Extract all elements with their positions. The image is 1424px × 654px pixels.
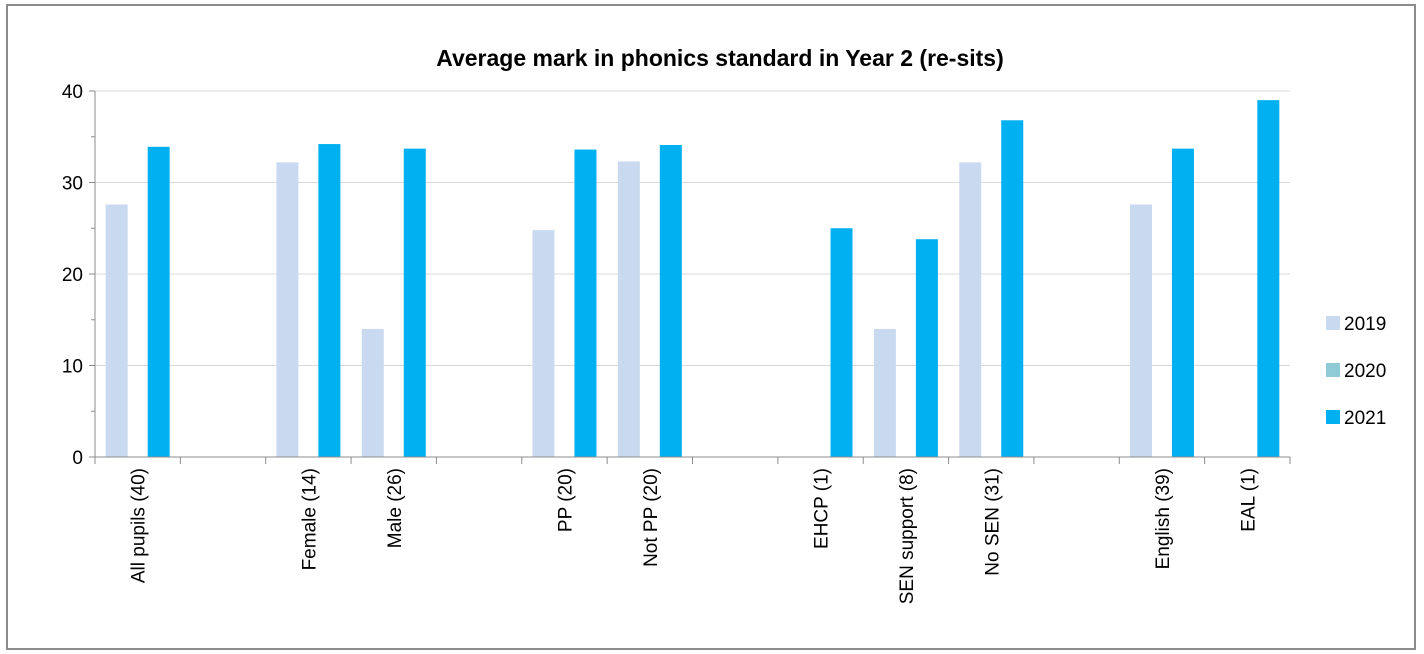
x-tick-label: PP (20) xyxy=(555,468,576,532)
x-tick-label: English (39) xyxy=(1153,468,1174,569)
bar-2021-8 xyxy=(830,228,853,457)
legend: 2019 2020 2021 xyxy=(1326,314,1386,429)
bar-2021-2 xyxy=(318,144,341,457)
bar-2021-9 xyxy=(915,239,938,457)
bar-2019-12 xyxy=(1129,204,1152,457)
bar-2021-13 xyxy=(1257,100,1280,458)
bar-2019-5 xyxy=(532,230,555,457)
x-tick-label: Female (14) xyxy=(299,468,320,570)
y-tick-label: 0 xyxy=(72,448,83,469)
legend-label-2021: 2021 xyxy=(1344,408,1386,429)
legend-label-2020: 2020 xyxy=(1344,361,1386,382)
bar-2019-6 xyxy=(617,161,640,457)
x-tick-labels: All pupils (40) Female (14) Male (26) PP (2… xyxy=(129,468,1260,604)
legend-label-2019: 2019 xyxy=(1344,314,1386,335)
y-tick-label: 20 xyxy=(62,265,83,286)
x-tick-label: Male (26) xyxy=(385,468,406,548)
x-tick-label: EHCP (1) xyxy=(812,468,833,549)
gridlines xyxy=(95,90,1290,366)
bar-2021-6 xyxy=(659,144,682,458)
bar-chart: Average mark in phonics standard in Year… xyxy=(62,45,1386,604)
bar-2019-0 xyxy=(105,204,128,457)
x-tick-label: No SEN (31) xyxy=(982,468,1003,576)
x-tick-label: Not PP (20) xyxy=(641,468,662,567)
y-tick-labels: 0 10 20 30 40 xyxy=(62,82,83,469)
y-tick-label: 30 xyxy=(62,174,83,195)
y-tick-label: 10 xyxy=(62,357,83,378)
bar-2021-5 xyxy=(574,149,597,457)
bar-2019-2 xyxy=(276,162,299,457)
legend-swatch-2020 xyxy=(1326,363,1340,377)
bar-2019-10 xyxy=(959,162,982,457)
axes xyxy=(89,90,1291,464)
y-tick-label: 40 xyxy=(62,82,83,103)
chart-frame: Average mark in phonics standard in Year… xyxy=(6,4,1416,650)
bar-2021-12 xyxy=(1171,148,1194,457)
legend-swatch-2021 xyxy=(1326,410,1340,424)
bars xyxy=(105,100,1280,458)
x-tick-label: EAL (1) xyxy=(1238,468,1259,532)
x-tick-label: All pupils (40) xyxy=(129,468,150,583)
bar-2021-10 xyxy=(1001,120,1024,457)
bar-2019-9 xyxy=(873,328,896,457)
bar-2021-0 xyxy=(147,146,170,457)
legend-swatch-2019 xyxy=(1326,316,1340,330)
bar-2019-3 xyxy=(361,328,384,457)
x-tick-label: SEN support (8) xyxy=(897,468,918,604)
chart-title: Average mark in phonics standard in Year… xyxy=(436,45,1004,71)
bar-2021-3 xyxy=(403,148,426,457)
